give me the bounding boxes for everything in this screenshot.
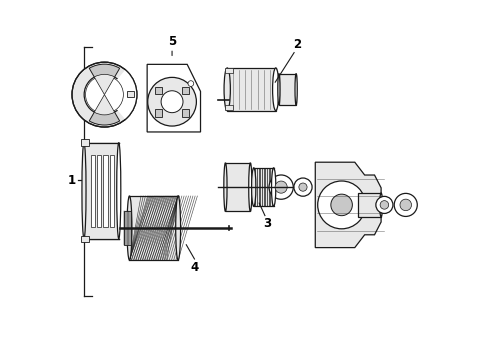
Circle shape xyxy=(394,193,417,216)
Bar xyxy=(279,73,296,105)
Bar xyxy=(124,211,131,245)
Circle shape xyxy=(294,178,312,196)
Ellipse shape xyxy=(249,163,252,211)
Wedge shape xyxy=(94,95,115,115)
Circle shape xyxy=(72,62,137,127)
Bar xyxy=(225,163,250,211)
Bar xyxy=(358,193,381,217)
Text: 3: 3 xyxy=(264,217,271,230)
Ellipse shape xyxy=(272,68,279,111)
Ellipse shape xyxy=(278,73,280,105)
Circle shape xyxy=(161,91,183,113)
Text: 5: 5 xyxy=(168,35,176,48)
Circle shape xyxy=(147,77,196,126)
Ellipse shape xyxy=(176,196,181,260)
Wedge shape xyxy=(104,70,137,120)
Ellipse shape xyxy=(224,163,227,211)
Bar xyxy=(254,168,273,206)
Polygon shape xyxy=(147,64,200,132)
Wedge shape xyxy=(94,74,115,95)
Circle shape xyxy=(400,199,412,211)
Bar xyxy=(127,91,134,98)
Bar xyxy=(97,155,101,227)
Bar xyxy=(129,196,178,260)
Ellipse shape xyxy=(380,193,383,217)
Circle shape xyxy=(86,76,123,113)
Circle shape xyxy=(380,201,389,209)
Bar xyxy=(225,68,233,72)
Circle shape xyxy=(331,194,352,216)
Bar xyxy=(155,87,162,94)
Wedge shape xyxy=(89,64,120,95)
Ellipse shape xyxy=(251,168,256,206)
Ellipse shape xyxy=(271,168,276,206)
Bar xyxy=(81,235,89,242)
Bar xyxy=(182,87,189,94)
Ellipse shape xyxy=(82,143,86,239)
Circle shape xyxy=(269,175,294,199)
Bar xyxy=(155,109,162,117)
Ellipse shape xyxy=(224,68,230,111)
Circle shape xyxy=(275,181,287,193)
Bar xyxy=(84,143,119,239)
Ellipse shape xyxy=(127,196,132,260)
Bar xyxy=(103,155,108,227)
Circle shape xyxy=(299,183,307,191)
Circle shape xyxy=(84,74,125,115)
Ellipse shape xyxy=(295,73,297,105)
Circle shape xyxy=(188,81,194,86)
Text: 2: 2 xyxy=(294,38,302,51)
Text: 1: 1 xyxy=(68,174,76,186)
Circle shape xyxy=(318,181,366,229)
Bar xyxy=(110,155,114,227)
Bar xyxy=(81,139,89,146)
Bar xyxy=(227,68,276,111)
Ellipse shape xyxy=(117,143,121,239)
Circle shape xyxy=(376,196,393,213)
Text: 4: 4 xyxy=(190,261,198,274)
Bar xyxy=(182,109,189,117)
Polygon shape xyxy=(315,162,381,248)
Wedge shape xyxy=(89,95,120,125)
Bar xyxy=(225,105,233,109)
Bar xyxy=(91,155,95,227)
